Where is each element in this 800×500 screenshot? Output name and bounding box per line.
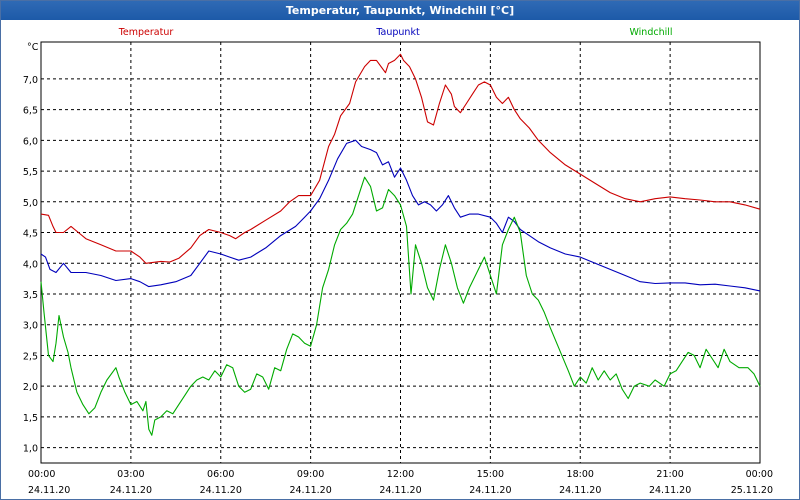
x-tick-date: 24.11.20 xyxy=(289,485,331,496)
y-tick-label: 3,5 xyxy=(23,290,38,301)
x-tick-date: 24.11.20 xyxy=(649,485,691,496)
y-tick-label: 5,5 xyxy=(23,167,38,178)
y-tick-label: 4,0 xyxy=(23,259,38,270)
x-tick-date: 24.11.20 xyxy=(559,485,601,496)
x-tick-date: 24.11.20 xyxy=(200,485,242,496)
y-tick-label: 6,5 xyxy=(23,106,38,117)
series-lines xyxy=(40,53,761,436)
x-tick-time: 00:00 xyxy=(28,469,55,480)
y-tick-label: 6,0 xyxy=(23,136,38,147)
legend-label-temperatur: Temperatur xyxy=(118,27,174,38)
x-tick-time: 06:00 xyxy=(207,469,234,480)
x-tick-time: 15:00 xyxy=(477,469,504,480)
y-tick-label: 7,0 xyxy=(23,75,38,86)
y-tick-label: 3,0 xyxy=(23,321,38,332)
series-line-windchill xyxy=(40,176,761,436)
series-line-taupunkt xyxy=(40,139,761,292)
x-tick-time: 21:00 xyxy=(656,469,683,480)
legend: Temperatur Taupunkt Windchill xyxy=(118,27,673,38)
x-tick-date: 24.11.20 xyxy=(469,485,511,496)
x-tick-time: 12:00 xyxy=(387,469,414,480)
x-tick-time: 09:00 xyxy=(297,469,324,480)
series-line-temperatur xyxy=(40,53,761,264)
x-tick-date: 24.11.20 xyxy=(110,485,152,496)
chart-plot: 1,0 1,5 2,0 2,5 3,0 3,5 4,0 4,5 5,0 5,5 6,0 6,5 7,0 0… xyxy=(23,27,773,496)
y-tick-label: 1,0 xyxy=(23,444,38,455)
axes: 1,0 1,5 2,0 2,5 3,0 3,5 4,0 4,5 5,0 5,5 6,0 6,5 7,0 0… xyxy=(23,41,773,496)
legend-label-windchill: Windchill xyxy=(629,27,672,38)
y-tick-label: 2,0 xyxy=(23,382,38,393)
grid xyxy=(41,42,760,463)
x-tick-date: 24.11.20 xyxy=(379,485,421,496)
legend-label-taupunkt: Taupunkt xyxy=(375,27,420,38)
y-axis-unit: °C xyxy=(27,42,39,53)
x-tick-date: 25.11.20 xyxy=(731,485,773,496)
y-tick-label: 1,5 xyxy=(23,413,38,424)
plot-frame xyxy=(40,41,761,464)
x-tick-time: 18:00 xyxy=(567,469,594,480)
x-tick-date: 24.11.20 xyxy=(28,485,70,496)
y-tick-label: 4,5 xyxy=(23,229,38,240)
x-tick-time: 03:00 xyxy=(117,469,144,480)
y-tick-label: 2,5 xyxy=(23,351,38,362)
y-tick-label: 5,0 xyxy=(23,198,38,209)
x-tick-time: 00:00 xyxy=(746,469,773,480)
window-title: Temperatur, Taupunkt, Windchill [°C] xyxy=(1,1,799,20)
